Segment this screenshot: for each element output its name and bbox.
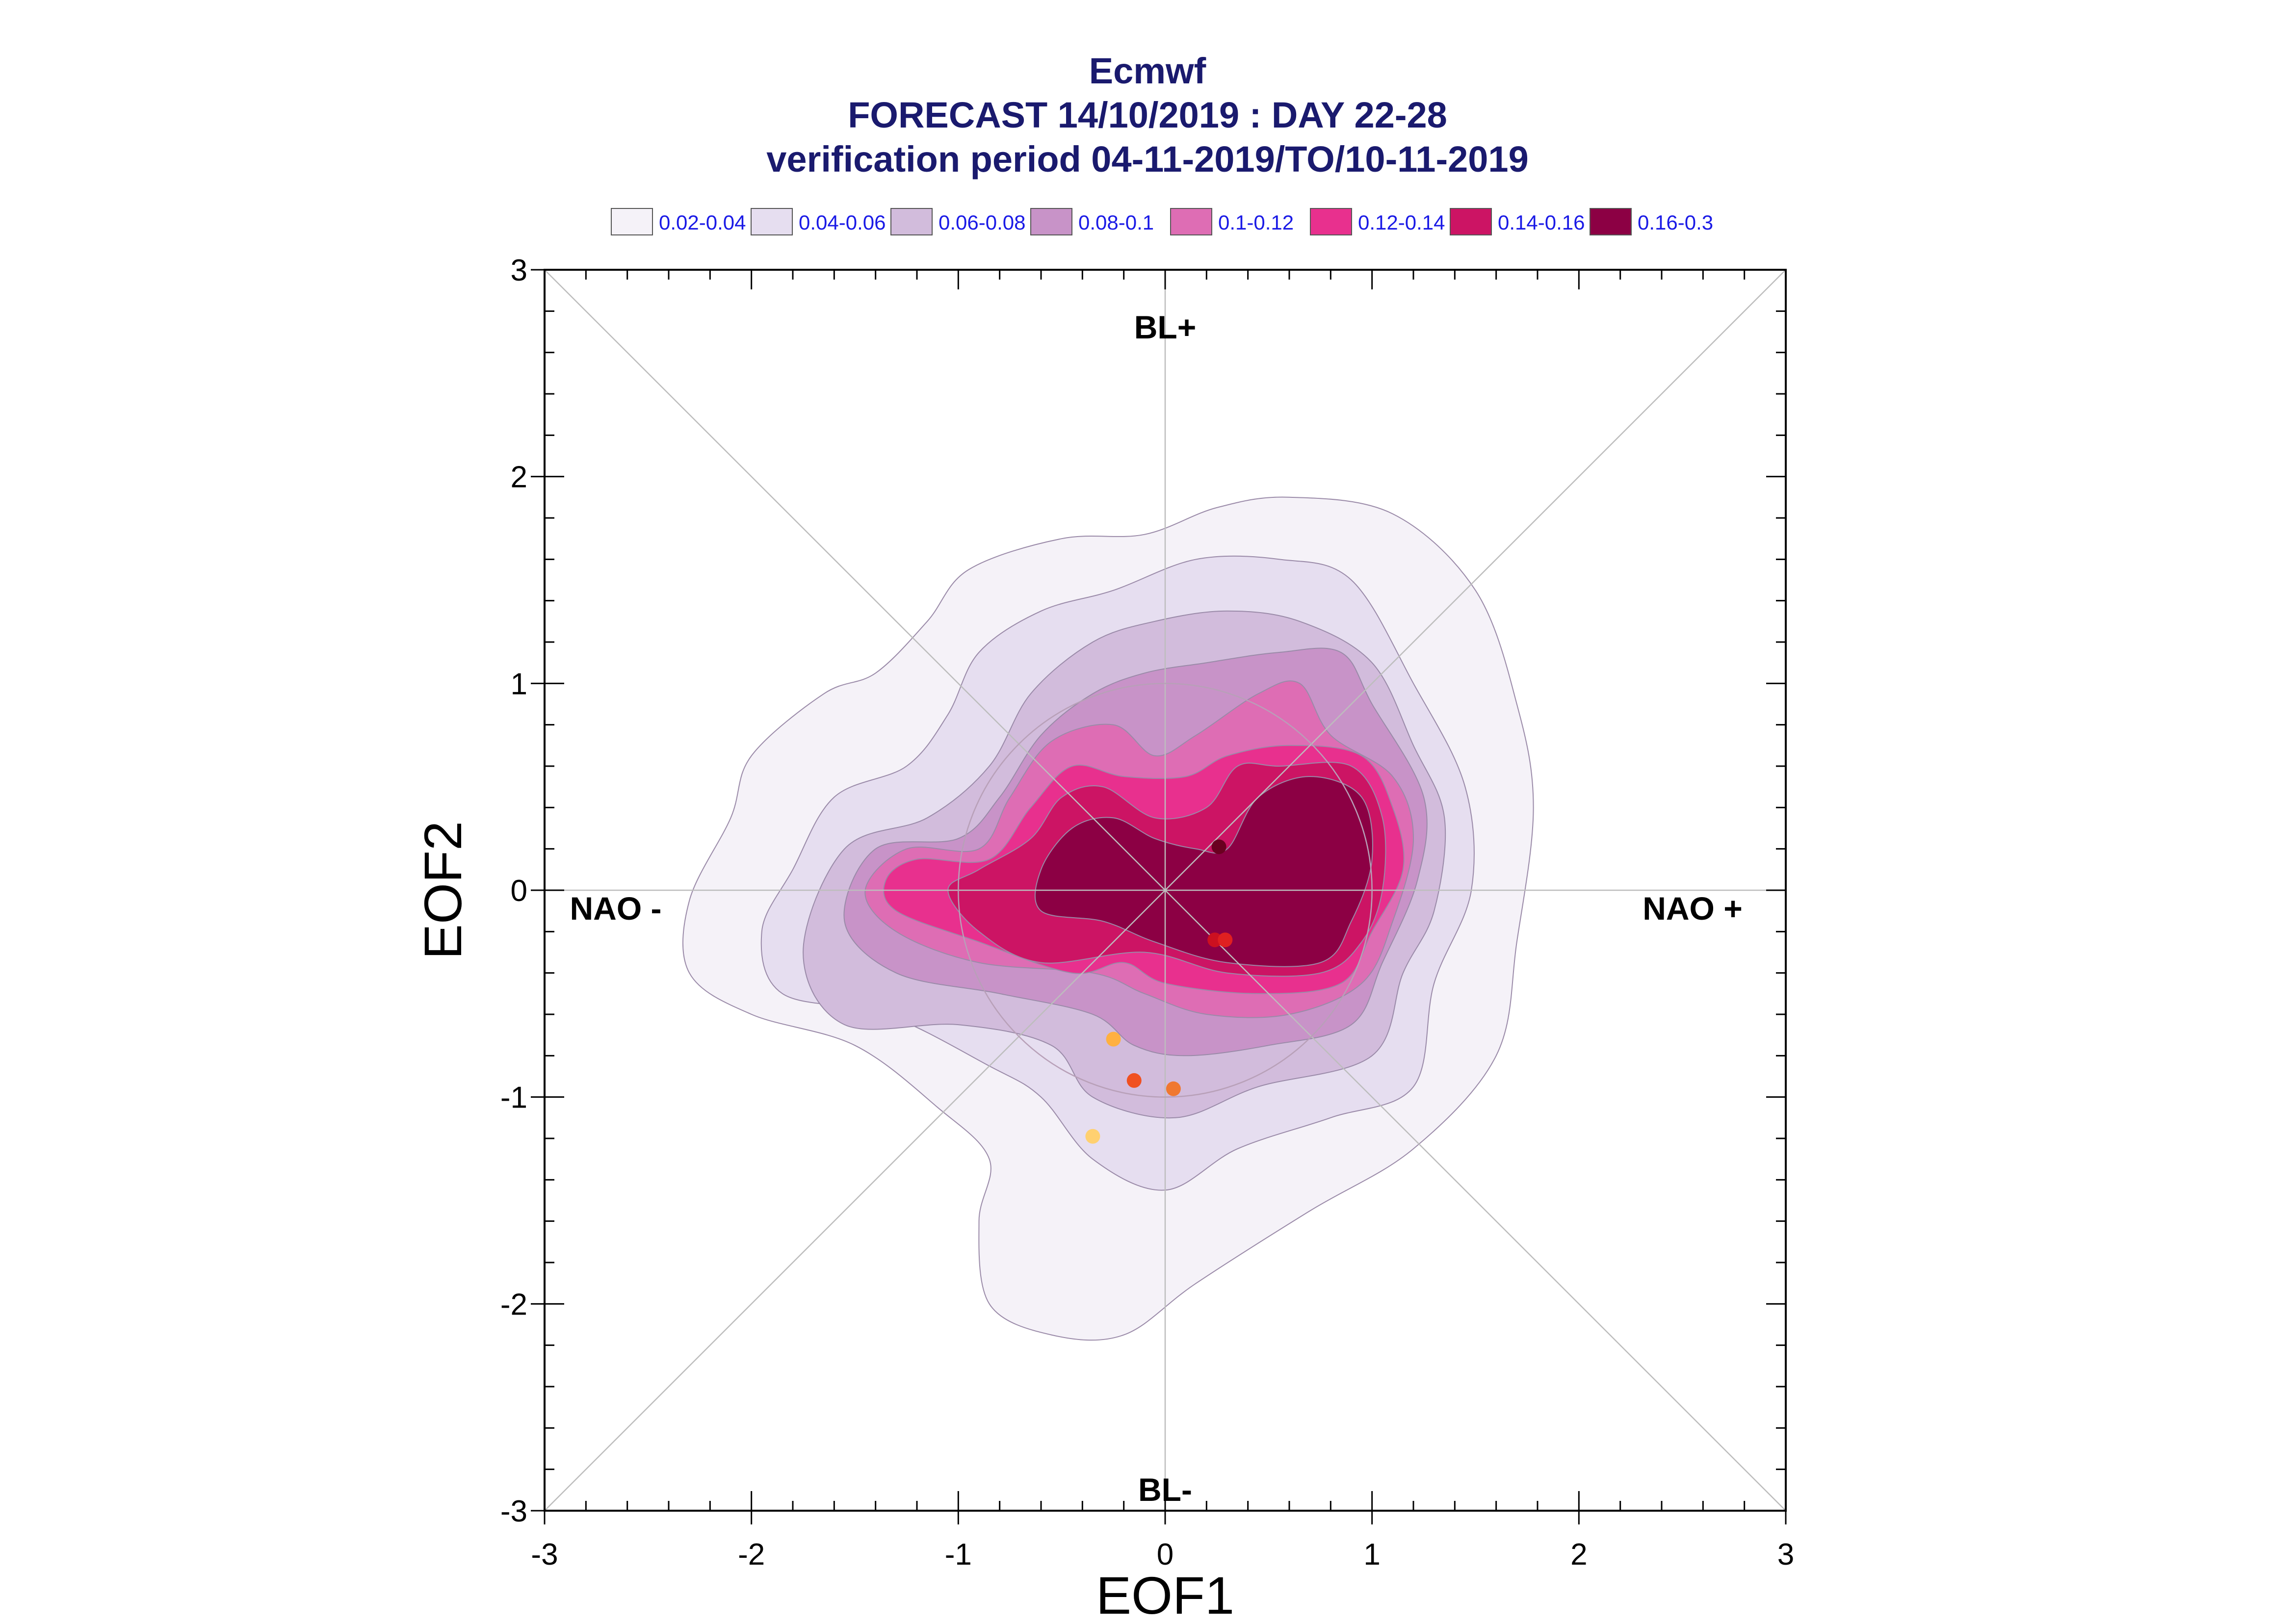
legend-label: 0.14-0.16: [1498, 211, 1585, 234]
y-axis-title: EOF2: [413, 821, 472, 959]
x-tick-label: -2: [738, 1538, 765, 1572]
legend-swatch: [890, 208, 933, 235]
regime-label-left: NAO -: [570, 890, 662, 927]
legend-label: 0.04-0.06: [799, 211, 886, 234]
legend-label: 0.1-0.12: [1218, 211, 1294, 234]
x-tick-label: 2: [1570, 1538, 1587, 1572]
member-point: [1126, 1073, 1142, 1088]
legend-label: 0.02-0.04: [659, 211, 746, 234]
legend-swatch: [611, 208, 653, 235]
regime-label-bottom: BL-: [1138, 1471, 1192, 1508]
legend-swatch: [1030, 208, 1072, 235]
x-axis-title: EOF1: [1096, 1566, 1234, 1624]
legend-swatch: [1170, 208, 1212, 235]
legend-label: 0.06-0.08: [939, 211, 1026, 234]
axes: -3 -2 -1 0 1 2 3 -3 -2 -1 0 1 2 3: [500, 254, 1794, 1572]
y-tick-label: -1: [500, 1081, 527, 1115]
y-tick-label: -3: [500, 1495, 527, 1528]
y-tick-label: 3: [511, 254, 527, 287]
chart-subtitle-verification: verification period 04-11-2019/TO/10-11-…: [766, 139, 1529, 180]
member-point: [1085, 1129, 1100, 1144]
x-tick-label: -3: [531, 1538, 558, 1572]
x-tick-label: 0: [1157, 1538, 1174, 1572]
regime-labels: BL+ BL- NAO - NAO +: [570, 309, 1743, 1508]
x-tick-label: -1: [945, 1538, 972, 1572]
y-tick-label: 1: [511, 667, 527, 701]
member-point: [1218, 932, 1233, 948]
legend-swatch: [1590, 208, 1632, 235]
legend-label: 0.12-0.14: [1358, 211, 1445, 234]
legend-label: 0.08-0.1: [1078, 211, 1154, 234]
density-contours: [682, 496, 1534, 1341]
regime-label-right: NAO +: [1643, 890, 1743, 927]
member-point: [1207, 932, 1223, 948]
member-points: [1085, 839, 1233, 1144]
y-tick-label: 0: [511, 874, 527, 908]
guide-lines: [545, 270, 1786, 1511]
legend-swatch: [1310, 208, 1352, 235]
member-point: [1106, 1031, 1121, 1047]
member-point: [1166, 1081, 1181, 1096]
y-tick-label: -2: [500, 1288, 527, 1321]
chart-title: Ecmwf: [1089, 51, 1206, 91]
chart-title-block: Ecmwf FORECAST 14/10/2019 : DAY 22-28 ve…: [0, 49, 2295, 181]
member-point: [1211, 839, 1226, 854]
x-tick-label: 1: [1363, 1538, 1380, 1572]
legend-swatch: [1450, 208, 1492, 235]
x-tick-label: 3: [1777, 1538, 1794, 1572]
legend-swatch: [751, 208, 793, 235]
chart-subtitle-forecast: FORECAST 14/10/2019 : DAY 22-28: [848, 95, 1447, 135]
reference-circle: [958, 683, 1373, 1098]
legend-label: 0.16-0.3: [1638, 211, 1714, 234]
y-tick-label: 2: [511, 461, 527, 494]
regime-label-top: BL+: [1134, 309, 1197, 345]
density-contour-0.16-0.3: [1034, 776, 1373, 967]
